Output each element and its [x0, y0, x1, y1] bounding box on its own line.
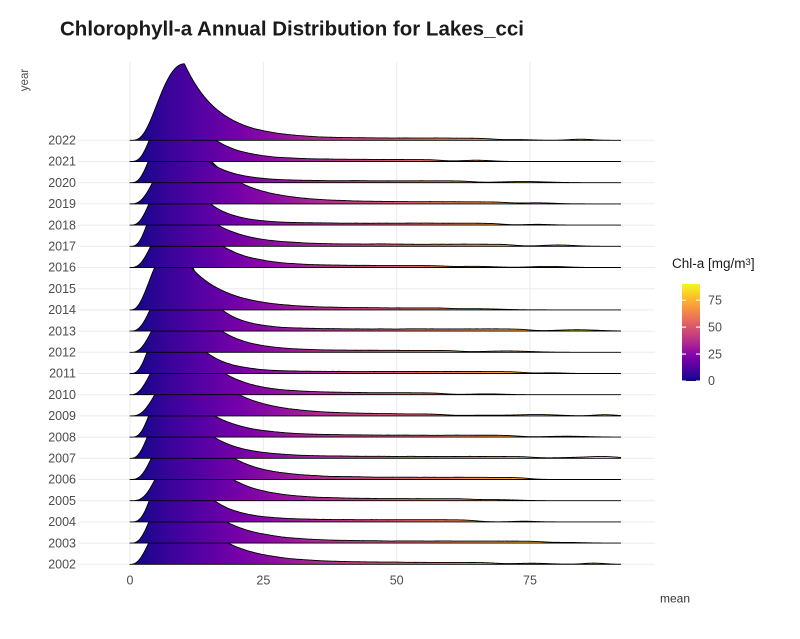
svg-text:2021: 2021 [48, 155, 76, 169]
svg-text:2020: 2020 [48, 176, 76, 190]
svg-text:25: 25 [256, 574, 270, 588]
svg-text:2005: 2005 [48, 494, 76, 508]
svg-text:50: 50 [708, 320, 722, 334]
svg-text:2012: 2012 [48, 346, 76, 360]
svg-text:2017: 2017 [48, 240, 76, 254]
svg-text:2006: 2006 [48, 473, 76, 487]
svg-text:2013: 2013 [48, 324, 76, 338]
svg-text:75: 75 [523, 574, 537, 588]
svg-text:2011: 2011 [49, 367, 76, 381]
svg-text:2004: 2004 [48, 515, 76, 529]
svg-text:2018: 2018 [48, 218, 76, 232]
svg-text:mean: mean [660, 592, 690, 606]
svg-text:2014: 2014 [48, 303, 76, 317]
svg-text:2008: 2008 [48, 430, 76, 444]
svg-text:2010: 2010 [48, 388, 76, 402]
svg-text:2022: 2022 [48, 134, 76, 148]
svg-text:Chl-a [mg/m3]: Chl-a [mg/m3] [672, 256, 755, 271]
svg-text:2002: 2002 [48, 558, 76, 572]
svg-text:year: year [19, 69, 31, 92]
svg-text:75: 75 [708, 293, 722, 307]
svg-text:25: 25 [708, 347, 722, 361]
svg-text:0: 0 [127, 574, 134, 588]
svg-text:2007: 2007 [48, 452, 76, 466]
svg-text:2009: 2009 [48, 409, 76, 423]
svg-text:0: 0 [708, 374, 715, 388]
svg-text:50: 50 [390, 574, 404, 588]
svg-text:2016: 2016 [48, 261, 76, 275]
svg-text:2015: 2015 [48, 282, 76, 296]
svg-text:2019: 2019 [48, 197, 76, 211]
svg-text:2003: 2003 [48, 536, 76, 550]
svg-text:Chlorophyll-a Annual Distribut: Chlorophyll-a Annual Distribution for La… [60, 18, 524, 41]
